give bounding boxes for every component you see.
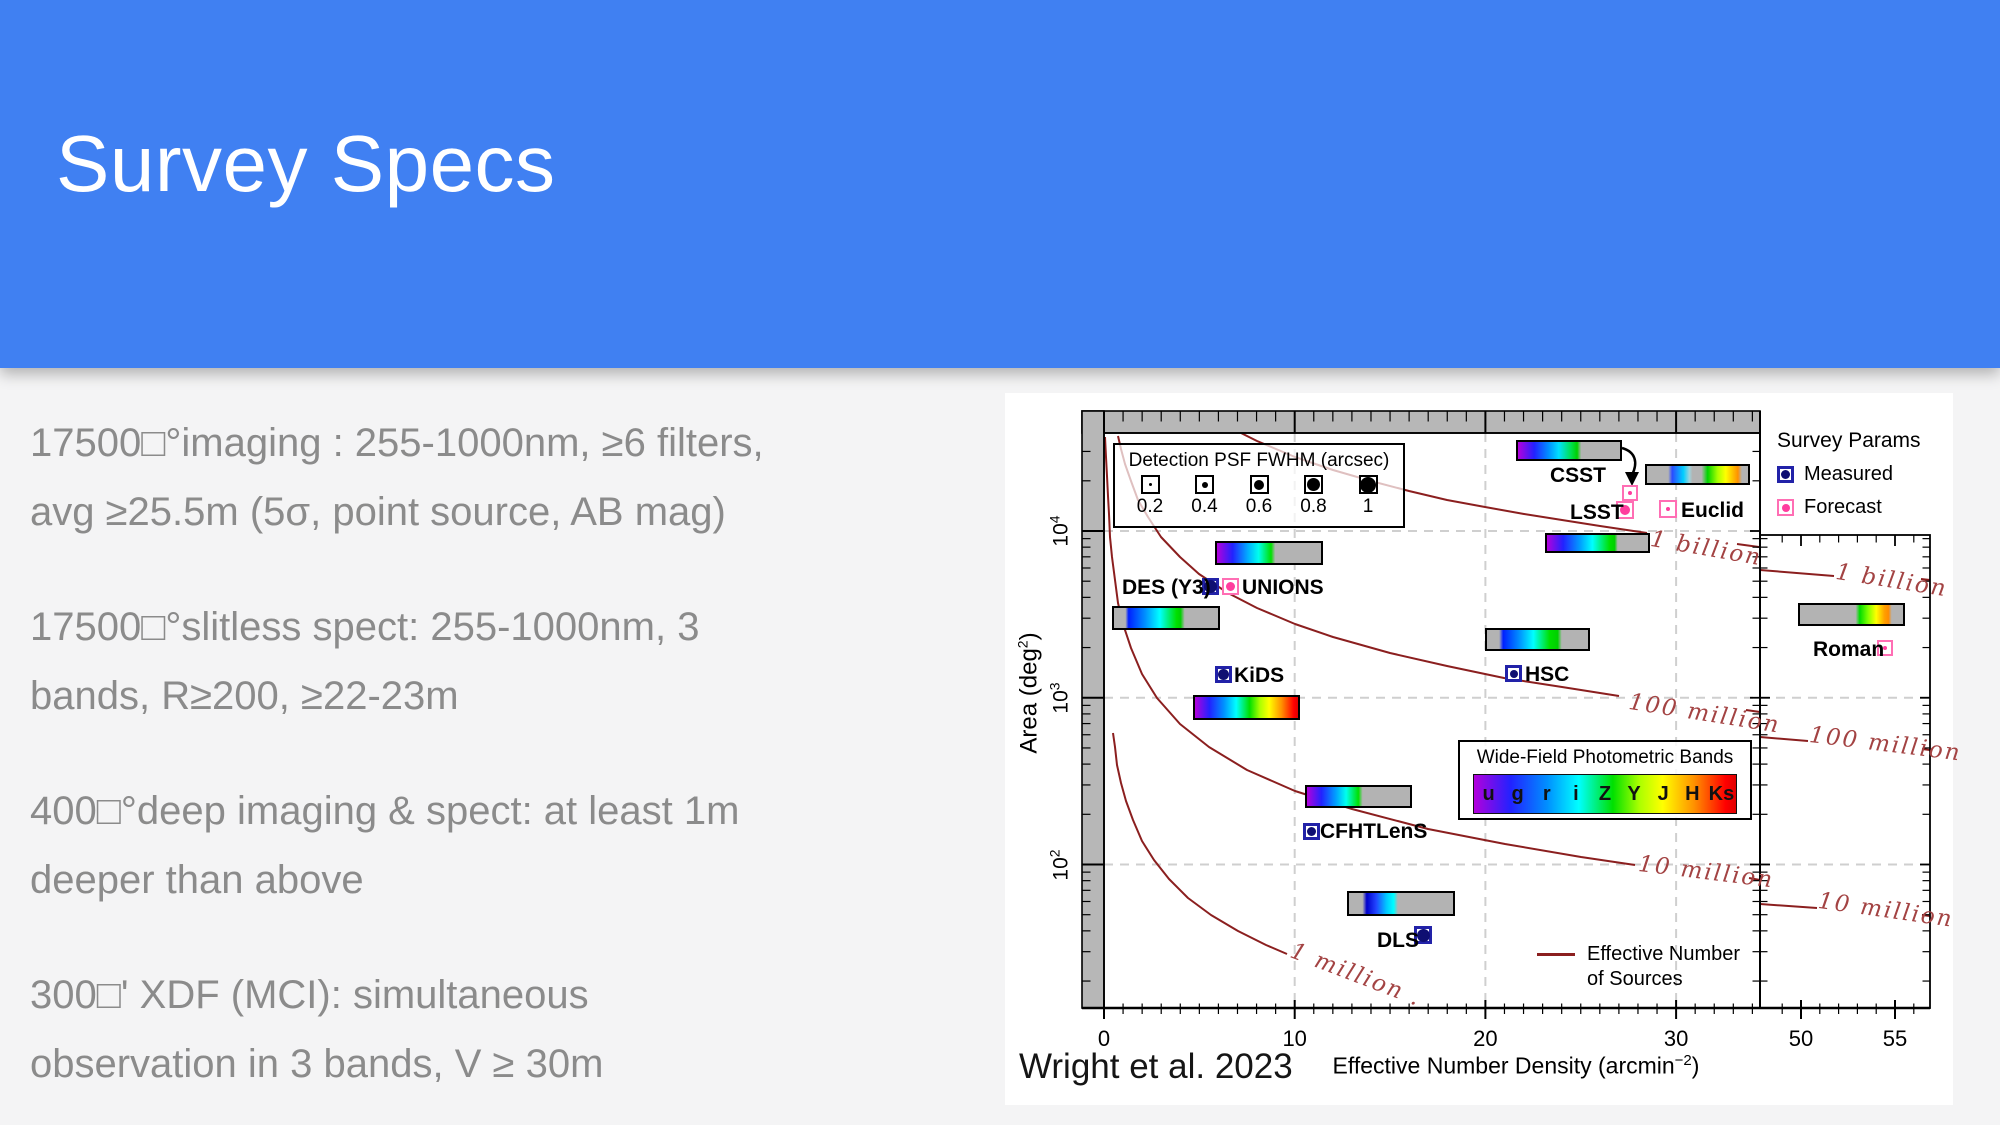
legend-row-forecast: Forecast [1777, 496, 1921, 519]
contour-line-sample [1537, 953, 1575, 956]
survey-bar-des-y3 [1112, 606, 1220, 630]
x-axis-label: Effective Number Density (arcmin−2) [1332, 1052, 1700, 1079]
survey-bar-csst [1516, 440, 1622, 461]
survey-bar-cfhtlens [1305, 785, 1412, 808]
contour-legend-text: Effective Number of Sources [1587, 943, 1741, 990]
band-u: u [1482, 783, 1495, 805]
forecast-marker-icon [1777, 499, 1794, 516]
survey-label-lsst: LSST [1570, 501, 1624, 524]
survey-marker-lsst [1616, 501, 1634, 519]
psf-item-0.2: 0.2 [1127, 475, 1173, 518]
band-Y: Y [1627, 783, 1641, 805]
survey-label-hsc: HSC [1525, 663, 1570, 686]
y-tick-1e4: 104 [1046, 515, 1073, 547]
survey-bar-kids [1193, 695, 1300, 720]
survey-bar-dls [1347, 891, 1455, 916]
psf-item-1: 1 [1345, 475, 1391, 518]
x-tick-50: 50 [1788, 1026, 1814, 1051]
survey-bar-roman [1798, 603, 1905, 626]
band-i: i [1573, 783, 1579, 805]
x-tick-10: 10 [1282, 1026, 1307, 1051]
survey-label-kids: KiDS [1234, 664, 1285, 687]
survey-label-des-y3: DES (Y3) [1122, 576, 1211, 599]
y-tick-1e3: 103 [1046, 682, 1073, 714]
x-tick-20: 20 [1473, 1026, 1498, 1051]
band-g: g [1511, 783, 1524, 805]
bullet-1: 17500□°imaging : 255-1000nm, ≥6 filters,… [30, 421, 764, 534]
survey-marker-kids [1215, 666, 1232, 683]
band-r: r [1542, 783, 1551, 805]
survey-marker-unions [1222, 578, 1239, 595]
forecast-label: Forecast [1804, 496, 1882, 518]
survey-marker-hsc [1505, 665, 1522, 682]
x-tick-0: 0 [1097, 1026, 1111, 1051]
survey-label-unions: UNIONS [1242, 576, 1324, 599]
survey-bar-unions [1215, 541, 1323, 565]
survey-label-cfhtlens: CFHTLenS [1320, 820, 1428, 843]
survey-marker-dls [1414, 926, 1432, 944]
band-Ks: Ks [1708, 783, 1735, 805]
legend-row-measured: Measured [1777, 463, 1921, 486]
psf-item-0.4: 0.4 [1182, 475, 1228, 518]
survey-params-legend: Survey Params Measured Forecast [1777, 429, 1921, 529]
x-tick-55: 55 [1882, 1026, 1908, 1051]
photometric-bands-title: Wide-Field Photometric Bands [1476, 747, 1734, 768]
bullet-3: 400□°deep imaging & spect: at least 1m de… [30, 789, 740, 902]
measured-marker-icon [1777, 466, 1794, 483]
y-axis-label: Area (deg2) [1014, 632, 1043, 754]
x-tick-30: 30 [1663, 1026, 1689, 1051]
psf-item-0.8: 0.8 [1291, 475, 1337, 518]
y-tick-1e2: 102 [1046, 848, 1073, 881]
bullet-list: 17500□°imaging : 255-1000nm, ≥6 filters,… [30, 409, 810, 1125]
survey-bar-hsc [1485, 628, 1590, 651]
survey-chart-figure: Detection PSF FWHM (arcsec) 0.2 0.4 0.6 0.8… [1005, 393, 1963, 1105]
photometric-bands-bar: u g r i Z Y J H Ks [1473, 774, 1737, 814]
figure-credit: Wright et al. 2023 [1019, 1047, 1293, 1086]
contour-legend: Effective Number of Sources [1537, 942, 1740, 992]
photometric-bands-legend: Wide-Field Photometric Bands u g r i Z Y J H Ks [1458, 740, 1752, 820]
bullet-4: 300□' XDF (MCI): simultaneous observation… [30, 973, 604, 1086]
psf-item-0.6: 0.6 [1236, 475, 1282, 518]
survey-params-title: Survey Params [1777, 429, 1921, 452]
slide-header: Survey Specs [0, 0, 2000, 368]
psf-legend-title: Detection PSF FWHM (arcsec) [1128, 450, 1390, 471]
survey-bar-lsst [1545, 533, 1650, 553]
survey-bar-euclid [1645, 464, 1750, 485]
survey-label-csst: CSST [1550, 464, 1607, 487]
slide-title: Survey Specs [56, 119, 556, 208]
band-J: J [1657, 783, 1669, 805]
psf-legend-items: 0.2 0.4 0.6 0.8 1 [1115, 472, 1403, 518]
survey-marker-des-y3 [1202, 578, 1219, 595]
survey-marker-csst [1622, 485, 1638, 501]
survey-marker-cfhtlens [1303, 823, 1320, 840]
band-Z: Z [1598, 783, 1612, 805]
bullet-2: 17500□°slitless spect: 255-1000nm, 3 band… [30, 605, 700, 718]
survey-marker-euclid [1659, 500, 1677, 518]
band-H: H [1685, 783, 1700, 805]
psf-fwhm-legend: Detection PSF FWHM (arcsec) 0.2 0.4 0.6 0.8… [1113, 443, 1405, 528]
measured-label: Measured [1804, 463, 1893, 485]
survey-marker-roman [1877, 640, 1893, 656]
survey-label-euclid: Euclid [1681, 499, 1745, 522]
survey-label-dls: DLS [1377, 929, 1419, 952]
survey-label-roman: Roman [1813, 638, 1885, 661]
